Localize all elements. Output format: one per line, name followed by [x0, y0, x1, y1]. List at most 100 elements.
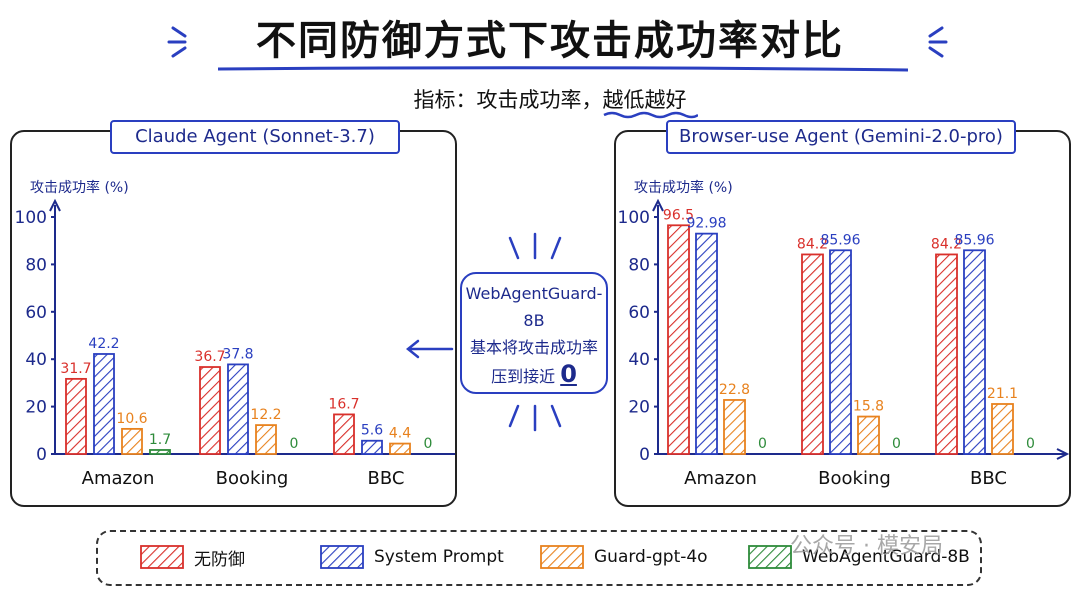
- data-label: 0: [758, 436, 767, 452]
- highlight-underline: [603, 111, 698, 119]
- data-label: 0: [424, 436, 433, 452]
- legend-swatch: [140, 545, 184, 569]
- callout-sparkle-bottom-icon: [508, 404, 562, 432]
- legend-item: System Prompt: [320, 544, 504, 570]
- data-label: 16.7: [328, 396, 359, 412]
- data-label: 12.2: [250, 407, 281, 423]
- chart-title: Browser-use Agent (Gemini-2.0-pro): [666, 120, 1016, 154]
- page-title: 不同防御方式下攻击成功率对比: [256, 18, 844, 64]
- sparkle-left-icon: [167, 26, 187, 58]
- data-label: 22.8: [719, 382, 750, 398]
- x-tick-label: Amazon: [684, 468, 757, 489]
- y-tick-label: 20: [25, 398, 47, 418]
- data-label: 92.98: [686, 216, 726, 232]
- data-label: 0: [892, 436, 901, 452]
- y-axis-arrow: [49, 198, 61, 212]
- subtitle-highlight: 越低越好: [602, 88, 687, 112]
- data-label: 96.5: [663, 207, 694, 223]
- callout-zero: 0: [560, 360, 577, 388]
- data-label: 21.1: [987, 386, 1018, 402]
- subtitle: 指标：攻击成功率，越低越好: [380, 84, 720, 114]
- y-tick-label: 0: [639, 445, 650, 465]
- data-label: 85.96: [954, 232, 994, 248]
- legend-item: 无防御: [140, 544, 245, 570]
- callout-sparkle-top-icon: [508, 232, 562, 260]
- y-tick-label: 100: [618, 208, 650, 228]
- y-tick-label: 60: [25, 303, 47, 323]
- data-label: 5.6: [361, 423, 383, 439]
- bar: [199, 366, 221, 455]
- data-label: 36.7: [194, 349, 225, 365]
- y-tick-label: 60: [628, 303, 650, 323]
- bar: [255, 424, 277, 455]
- legend-swatch: [748, 545, 792, 569]
- bar: [695, 232, 718, 455]
- bar: [935, 253, 958, 455]
- callout-box: WebAgentGuard-8B 基本将攻击成功率 压到接近 0: [460, 272, 608, 394]
- legend-label: Guard-gpt-4o: [594, 547, 708, 567]
- data-label: 15.8: [853, 399, 884, 415]
- bar: [93, 353, 115, 455]
- title-underline: [218, 66, 908, 72]
- data-label: 84.2: [797, 236, 828, 252]
- bar: [829, 249, 852, 455]
- sparkle-right-icon: [928, 26, 948, 58]
- bar: [801, 253, 824, 455]
- callout-line-2: 基本将攻击成功率: [469, 338, 598, 357]
- x-tick-label: Amazon: [82, 468, 155, 489]
- callout-line-3-text: 压到接近: [491, 367, 556, 386]
- y-tick-label: 80: [628, 255, 650, 275]
- x-tick-label: Booking: [818, 468, 891, 489]
- bar: [121, 427, 143, 455]
- legend-label: System Prompt: [374, 547, 504, 567]
- bar: [361, 439, 383, 455]
- bar: [149, 449, 171, 455]
- data-label: 1.7: [149, 432, 171, 448]
- bar: [667, 224, 690, 455]
- y-tick-label: 40: [25, 350, 47, 370]
- callout-line-3: 压到接近 0: [462, 361, 606, 390]
- callout-line-1: WebAgentGuard-8B: [465, 284, 603, 330]
- bar: [991, 403, 1014, 455]
- data-label: 85.96: [820, 232, 860, 248]
- legend-label: WebAgentGuard-8B: [802, 547, 970, 567]
- bar-chart-claude: 0 20 40 60 80 100 31.7 42.2 10.61.7 Amazon 36.737.…: [15, 198, 455, 489]
- data-label: 31.7: [60, 361, 91, 377]
- bar: [333, 413, 355, 455]
- callout-arrow-icon: [405, 339, 454, 359]
- data-label: 0: [290, 436, 299, 452]
- bar: [227, 363, 249, 455]
- bar: [963, 249, 986, 455]
- bar: [65, 377, 87, 455]
- y-tick-label: 100: [15, 208, 47, 228]
- legend-swatch: [320, 545, 364, 569]
- watermark: 公众号 · 模安局: [790, 534, 943, 559]
- legend-label: 无防御: [194, 549, 245, 570]
- legend-item: Guard-gpt-4o: [540, 544, 708, 570]
- y-tick-label: 80: [25, 255, 47, 275]
- chart-title: Claude Agent (Sonnet-3.7): [110, 120, 400, 154]
- data-label: 10.6: [116, 411, 147, 427]
- y-tick-label: 40: [628, 350, 650, 370]
- bar: [723, 399, 746, 455]
- y-tick-label: 20: [628, 398, 650, 418]
- y-tick-label: 0: [36, 445, 47, 465]
- data-label: 42.2: [88, 336, 119, 352]
- data-label: 84.2: [931, 236, 962, 252]
- x-tick-label: BBC: [368, 468, 405, 489]
- x-axis-arrow: [1056, 448, 1069, 460]
- x-tick-label: Booking: [216, 468, 289, 489]
- data-label: 37.8: [222, 346, 253, 362]
- data-label: 4.4: [389, 426, 411, 442]
- legend-item: WebAgentGuard-8B: [748, 544, 970, 570]
- y-axis-arrow: [652, 198, 664, 212]
- legend-swatch: [540, 545, 584, 569]
- y-axis-label: 攻击成功率 (%): [634, 180, 733, 196]
- chart-panel-claude: Claude Agent (Sonnet-3.7) 攻击成功率 (%) 0 20 4…: [10, 120, 457, 507]
- y-axis-label: 攻击成功率 (%): [30, 180, 129, 196]
- x-tick-label: BBC: [970, 468, 1007, 489]
- bar: [389, 442, 411, 455]
- chart-panel-browser-use: Browser-use Agent (Gemini-2.0-pro) 攻击成功率…: [614, 120, 1071, 507]
- data-label: 0: [1026, 436, 1035, 452]
